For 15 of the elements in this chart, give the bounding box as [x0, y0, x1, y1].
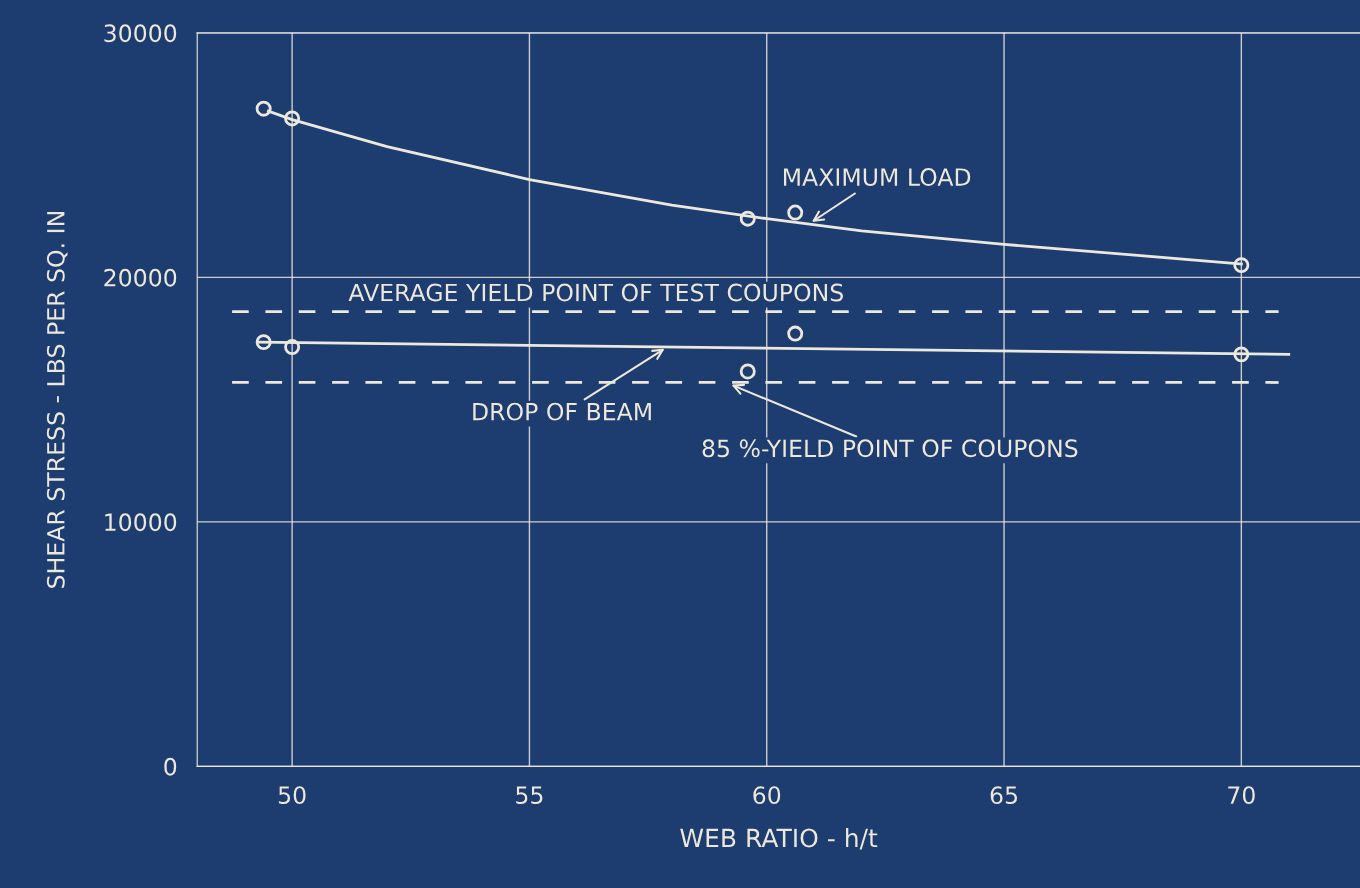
annotation: MAXIMUM LOAD	[783, 168, 971, 186]
x-tick-label: 65	[990, 786, 1017, 805]
annotation: 85 %-YIELD POINT OF COUPONS	[702, 439, 1078, 458]
annotation: DROP OF BEAM	[473, 402, 651, 421]
x-tick-label: 60	[753, 786, 781, 805]
y-tick-label: 20000	[104, 268, 177, 287]
y-tick-label: 10000	[105, 513, 177, 532]
x-tick-label: 70	[1228, 786, 1255, 805]
x-axis-title: WEB RATIO - h/t	[680, 828, 878, 850]
x-tick-label: 55	[516, 786, 543, 805]
y-axis-title: SHEAR STRESS - LBS PER SQ. IN	[46, 212, 68, 588]
x-tick-label: 50	[278, 786, 306, 805]
y-tick-label: 0	[164, 757, 177, 776]
ref-line-label: AVERAGE YIELD POINT OF TEST COUPONS	[348, 283, 843, 302]
y-tick-label: 30000	[104, 24, 177, 43]
